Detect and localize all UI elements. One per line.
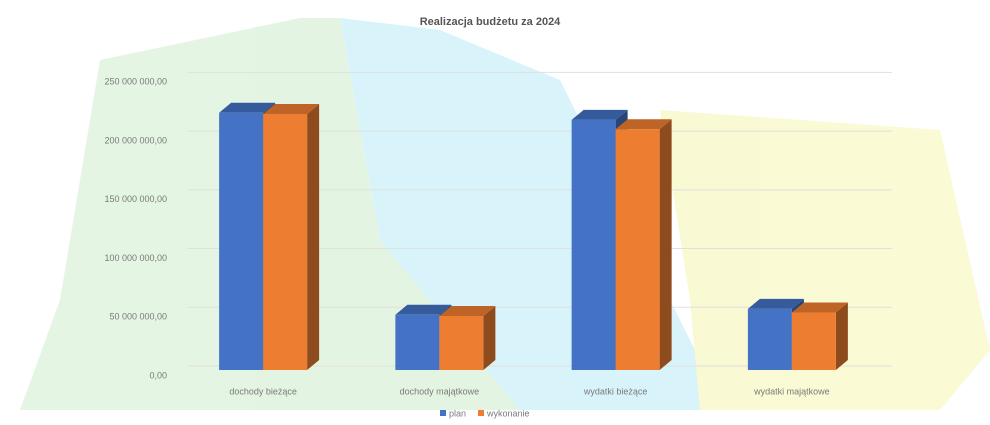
y-tick-label: 100 000 000,00: [104, 253, 167, 263]
chart-title: Realizacja budżetu za 2024: [420, 16, 561, 28]
legend-swatch: [478, 410, 485, 416]
x-tick-label: wydatki bieżące: [583, 386, 648, 396]
bar-side: [659, 119, 672, 370]
y-tick-label: 50 000 000,00: [109, 312, 167, 322]
bar-top: [747, 298, 804, 309]
bar-top: [219, 102, 276, 113]
bar-front: [263, 113, 308, 370]
bar-front: [791, 312, 836, 370]
y-tick-label: 150 000 000,00: [104, 194, 167, 204]
bar-top: [571, 109, 628, 120]
legend-swatch: [440, 410, 446, 416]
bar-top: [263, 103, 320, 114]
legend-label: wykonanie: [486, 408, 530, 418]
y-tick-label: 0,00: [149, 370, 167, 380]
bar-side: [307, 103, 320, 370]
bar: [439, 305, 496, 370]
x-tick-label: wydatki majątkowe: [753, 386, 830, 396]
bar-top: [439, 305, 496, 316]
x-tick-label: dochody bieżące: [229, 386, 297, 396]
bar-top: [615, 119, 672, 130]
bar-front: [439, 315, 484, 370]
legend-label: plan: [449, 408, 466, 418]
bar-front: [571, 119, 616, 371]
x-tick-label: dochody majątkowe: [400, 386, 480, 396]
y-tick-label: 200 000 000,00: [104, 135, 167, 145]
bar: [791, 302, 848, 370]
bar-front: [395, 314, 440, 370]
bar: [263, 103, 320, 370]
y-tick-label: 250 000 000,00: [104, 77, 167, 87]
bar: [615, 119, 672, 370]
map-region: [660, 110, 990, 410]
bar-front: [615, 129, 660, 370]
bar-front: [219, 112, 264, 371]
bar-top: [791, 302, 848, 313]
bar-side: [483, 305, 496, 370]
bar-front: [747, 308, 792, 370]
bar-side: [835, 302, 848, 370]
bar-top: [395, 304, 452, 315]
